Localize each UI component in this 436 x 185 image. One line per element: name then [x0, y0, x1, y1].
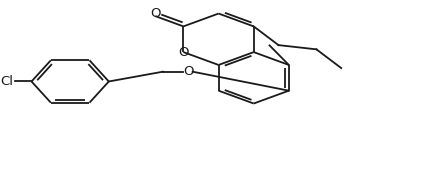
Text: O: O	[183, 65, 193, 78]
Text: Cl: Cl	[0, 75, 13, 88]
Text: O: O	[178, 46, 189, 59]
Text: O: O	[150, 7, 160, 20]
